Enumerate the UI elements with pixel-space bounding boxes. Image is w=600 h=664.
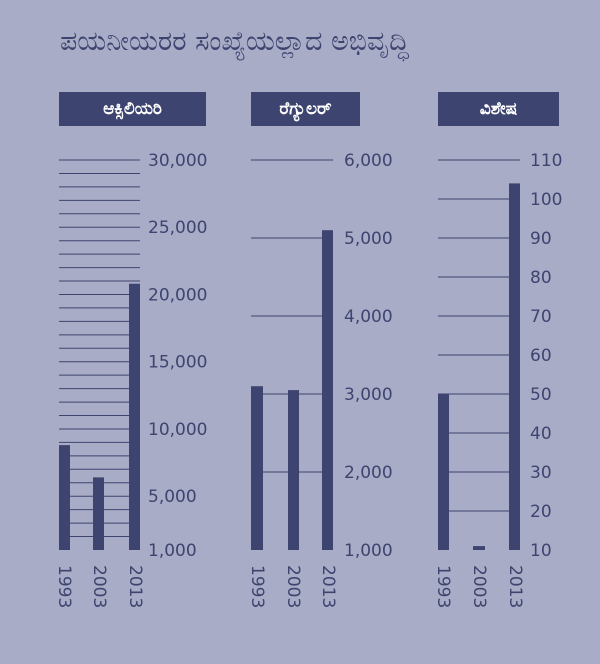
x-category-label: 2013 bbox=[125, 565, 145, 608]
y-tick-label: 6,000 bbox=[344, 151, 393, 171]
x-category-label: 1993 bbox=[54, 565, 74, 608]
bar-1993 bbox=[438, 394, 449, 550]
chart-title: ಪಯನೀಯರರ ಸಂಖ್ಯೆಯಲ್ಲಾದ ಅಭಿವೃದ್ಧಿ bbox=[60, 26, 409, 57]
y-tick-label: 30 bbox=[530, 463, 552, 483]
y-tick-label: 40 bbox=[530, 424, 552, 444]
y-tick-label: 4,000 bbox=[344, 307, 393, 327]
x-category-label: 2003 bbox=[283, 565, 303, 608]
y-tick-label: 100 bbox=[530, 190, 562, 210]
y-tick-label: 110 bbox=[530, 151, 562, 171]
bar-2013 bbox=[129, 283, 140, 550]
y-tick-label: 30,000 bbox=[148, 151, 207, 171]
y-tick-label: 80 bbox=[530, 268, 552, 288]
panel-label-auxiliary: ಆಕ್ಸಿಲಿಯರಿ bbox=[59, 92, 206, 126]
y-tick-label: 25,000 bbox=[148, 218, 207, 238]
x-category-label: 2003 bbox=[89, 565, 109, 608]
panel-label-special: ವಿಶೇಷ bbox=[438, 92, 559, 126]
y-tick-label: 1,000 bbox=[148, 541, 197, 561]
y-tick-label: 90 bbox=[530, 229, 552, 249]
y-tick-label: 3,000 bbox=[344, 385, 393, 405]
y-tick-label: 2,000 bbox=[344, 463, 393, 483]
y-tick-label: 60 bbox=[530, 346, 552, 366]
bar-1993 bbox=[251, 386, 263, 550]
y-tick-label: 20,000 bbox=[148, 285, 207, 305]
bar-2013 bbox=[509, 183, 520, 550]
x-category-label: 2003 bbox=[469, 565, 489, 608]
y-tick-label: 70 bbox=[530, 307, 552, 327]
y-tick-label: 10 bbox=[530, 541, 552, 561]
y-tick-label: 20 bbox=[530, 502, 552, 522]
x-category-label: 2013 bbox=[505, 565, 525, 608]
panel-label-regular: ರೆಗ್ಯುಲರ್ bbox=[251, 92, 360, 126]
bar-1993 bbox=[59, 445, 70, 550]
y-tick-label: 50 bbox=[530, 385, 552, 405]
x-category-label: 1993 bbox=[247, 565, 267, 608]
y-tick-label: 1,000 bbox=[344, 541, 393, 561]
bar-2003 bbox=[93, 477, 104, 550]
y-tick-label: 15,000 bbox=[148, 353, 207, 373]
x-category-label: 2013 bbox=[318, 565, 338, 608]
y-tick-label: 5,000 bbox=[148, 487, 197, 507]
bar-2003 bbox=[288, 390, 299, 550]
x-category-label: 1993 bbox=[433, 565, 453, 608]
bar-2003 bbox=[473, 546, 485, 550]
y-tick-label: 10,000 bbox=[148, 420, 207, 440]
bar-2013 bbox=[322, 230, 333, 550]
y-tick-label: 5,000 bbox=[344, 229, 393, 249]
